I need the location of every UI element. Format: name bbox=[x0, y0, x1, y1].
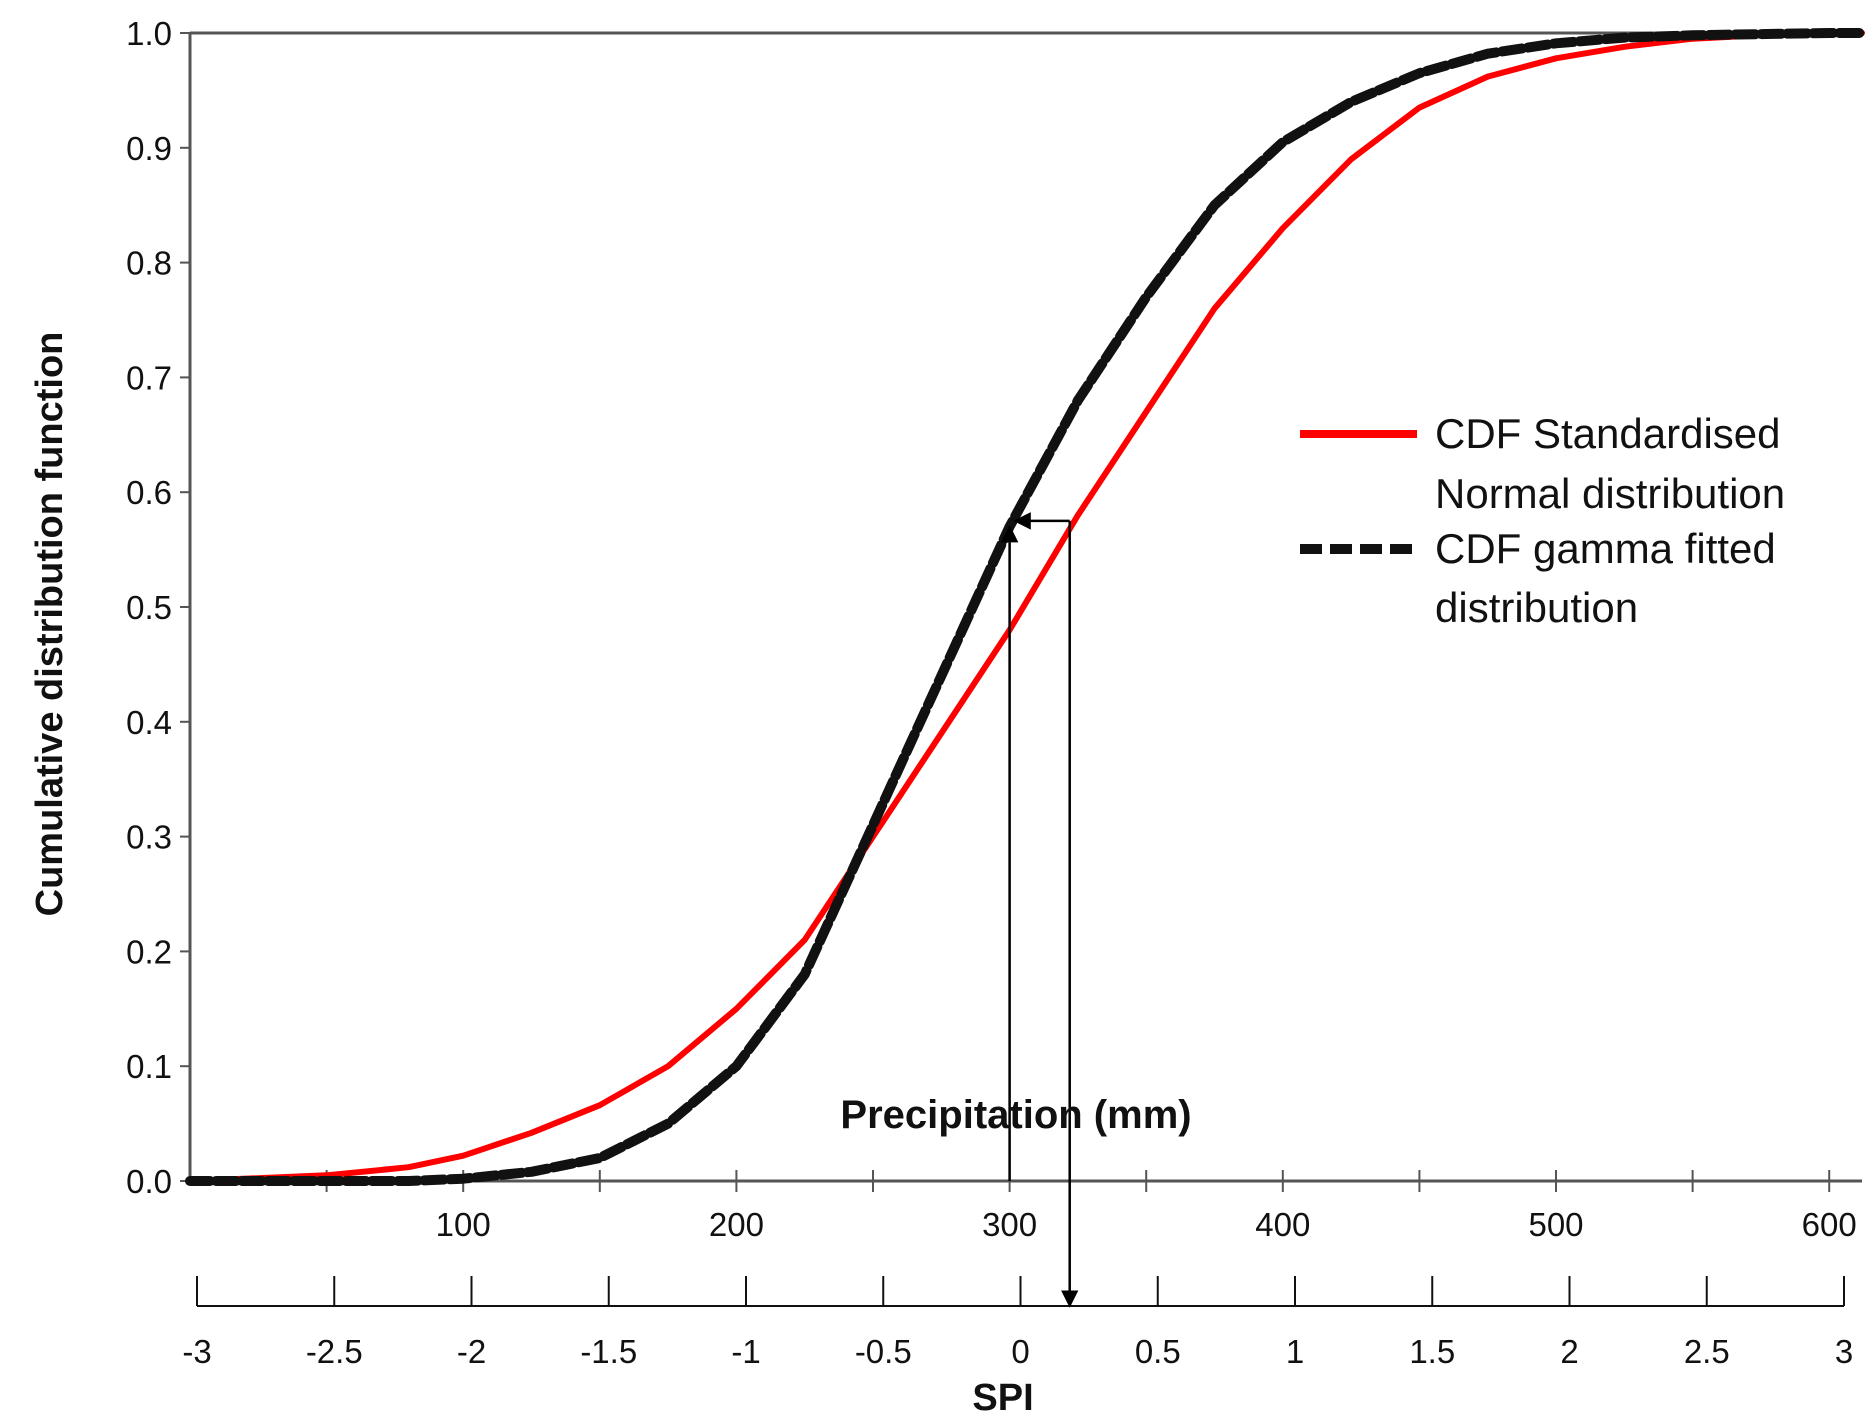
legend-label-gamma-line1: CDF gamma fitted bbox=[1435, 525, 1776, 572]
legend-label-normal-line1: CDF Standardised bbox=[1435, 410, 1781, 457]
series-line-normal bbox=[187, 30, 1865, 1184]
spi-tick-label: 2 bbox=[1560, 1333, 1578, 1370]
y-tick-label: 0.4 bbox=[126, 704, 172, 741]
x-tick-label: 300 bbox=[982, 1206, 1037, 1243]
y-axis-label: Cumulative distribution function bbox=[29, 332, 71, 917]
spi-tick-label: -3 bbox=[182, 1333, 211, 1370]
y-tick-label: 0.5 bbox=[126, 589, 172, 626]
x-tick-label: 500 bbox=[1528, 1206, 1583, 1243]
spi-tick-label: 0 bbox=[1011, 1333, 1029, 1370]
y-tick-label: 0.3 bbox=[126, 819, 172, 856]
y-tick-label: 0.8 bbox=[126, 245, 172, 282]
series-line-gamma bbox=[185, 28, 1867, 1186]
axes: 0.0 0.1 0.2 0.3 0.4 0.5 0.6 0.7 0.8 0.9 1.0 100 200 3… bbox=[126, 15, 1862, 1370]
annotations bbox=[1000, 512, 1079, 1308]
spi-tick-label: 1.5 bbox=[1409, 1333, 1455, 1370]
spi-tick-label: 0.5 bbox=[1135, 1333, 1181, 1370]
spi-tick-label: -2 bbox=[457, 1333, 486, 1370]
spi-tick-label: 3 bbox=[1835, 1333, 1853, 1370]
x-tick-label: 600 bbox=[1802, 1206, 1857, 1243]
series-group bbox=[185, 28, 1867, 1186]
spi-tick-label: -1 bbox=[731, 1333, 760, 1370]
x-tick-label: 400 bbox=[1255, 1206, 1310, 1243]
y-tick-label: 0.6 bbox=[126, 474, 172, 511]
y-tick-label: 1.0 bbox=[126, 15, 172, 52]
x-tick-label: 100 bbox=[436, 1206, 491, 1243]
y-tick-label: 0.7 bbox=[126, 359, 172, 396]
x-tick-label: 200 bbox=[709, 1206, 764, 1243]
spi-tick-label: -0.5 bbox=[855, 1333, 912, 1370]
y-tick-label: 0.0 bbox=[126, 1163, 172, 1200]
spi-tick-label: 2.5 bbox=[1684, 1333, 1730, 1370]
legend-label-normal-line2: Normal distribution bbox=[1435, 470, 1785, 517]
y-tick-label: 0.9 bbox=[126, 130, 172, 167]
y-tick-label: 0.2 bbox=[126, 933, 172, 970]
spi-tick-label: -1.5 bbox=[580, 1333, 637, 1370]
y-tick-label: 0.1 bbox=[126, 1048, 172, 1085]
legend: CDF Standardised Normal distribution CDF… bbox=[1300, 410, 1785, 631]
legend-label-gamma-line2: distribution bbox=[1435, 584, 1638, 631]
x-axis-label: Precipitation (mm) bbox=[840, 1093, 1191, 1137]
spi-axis-label: SPI bbox=[972, 1377, 1033, 1419]
spi-tick-label: -2.5 bbox=[306, 1333, 363, 1370]
spi-tick-label: 1 bbox=[1286, 1333, 1304, 1370]
